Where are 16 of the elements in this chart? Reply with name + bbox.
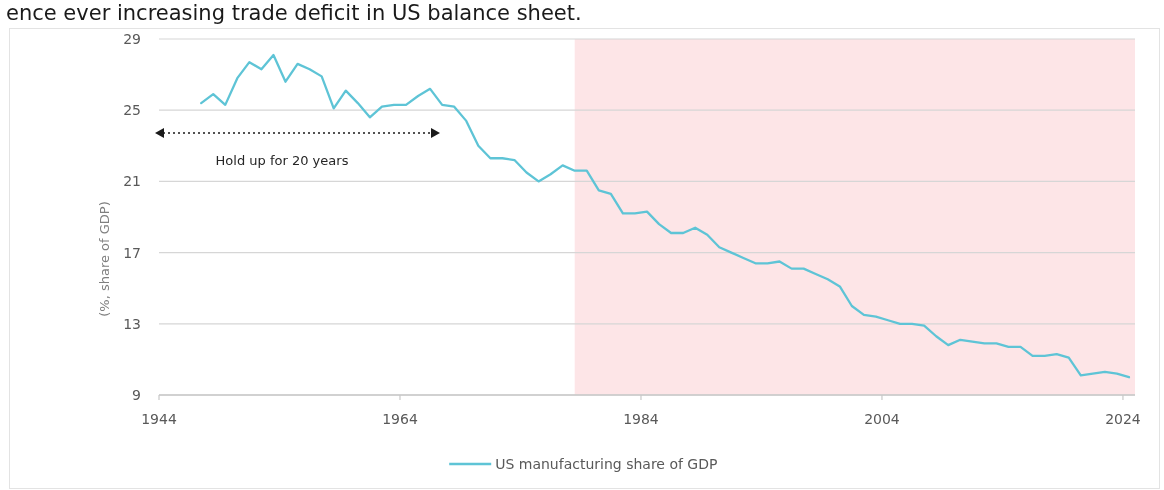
y-tick-label: 17 [123,244,141,261]
text: ence ever increasing trade deficit in US balance sheet. [6,1,582,25]
x-tick-label: 2024 [1105,411,1141,427]
y-tick-label: 9 [132,387,141,403]
y-axis-title: (%, share of GDP) [96,201,112,317]
legend-label: US manufacturing share of GDP [495,456,718,472]
y-tick-label: 13 [123,315,141,332]
line-series [200,53,1131,379]
x-tick-label: 2004 [864,411,900,427]
x-tick-label: 1944 [141,411,177,427]
y-tick-label: 25 [123,102,141,119]
y-tick-label: 29 [123,31,141,47]
x-tick-label: 1964 [382,411,418,427]
y-tick-label: 21 [123,173,141,190]
x-tick-label: 1984 [623,411,659,427]
annotation: Hold up for 20 years [215,152,349,168]
